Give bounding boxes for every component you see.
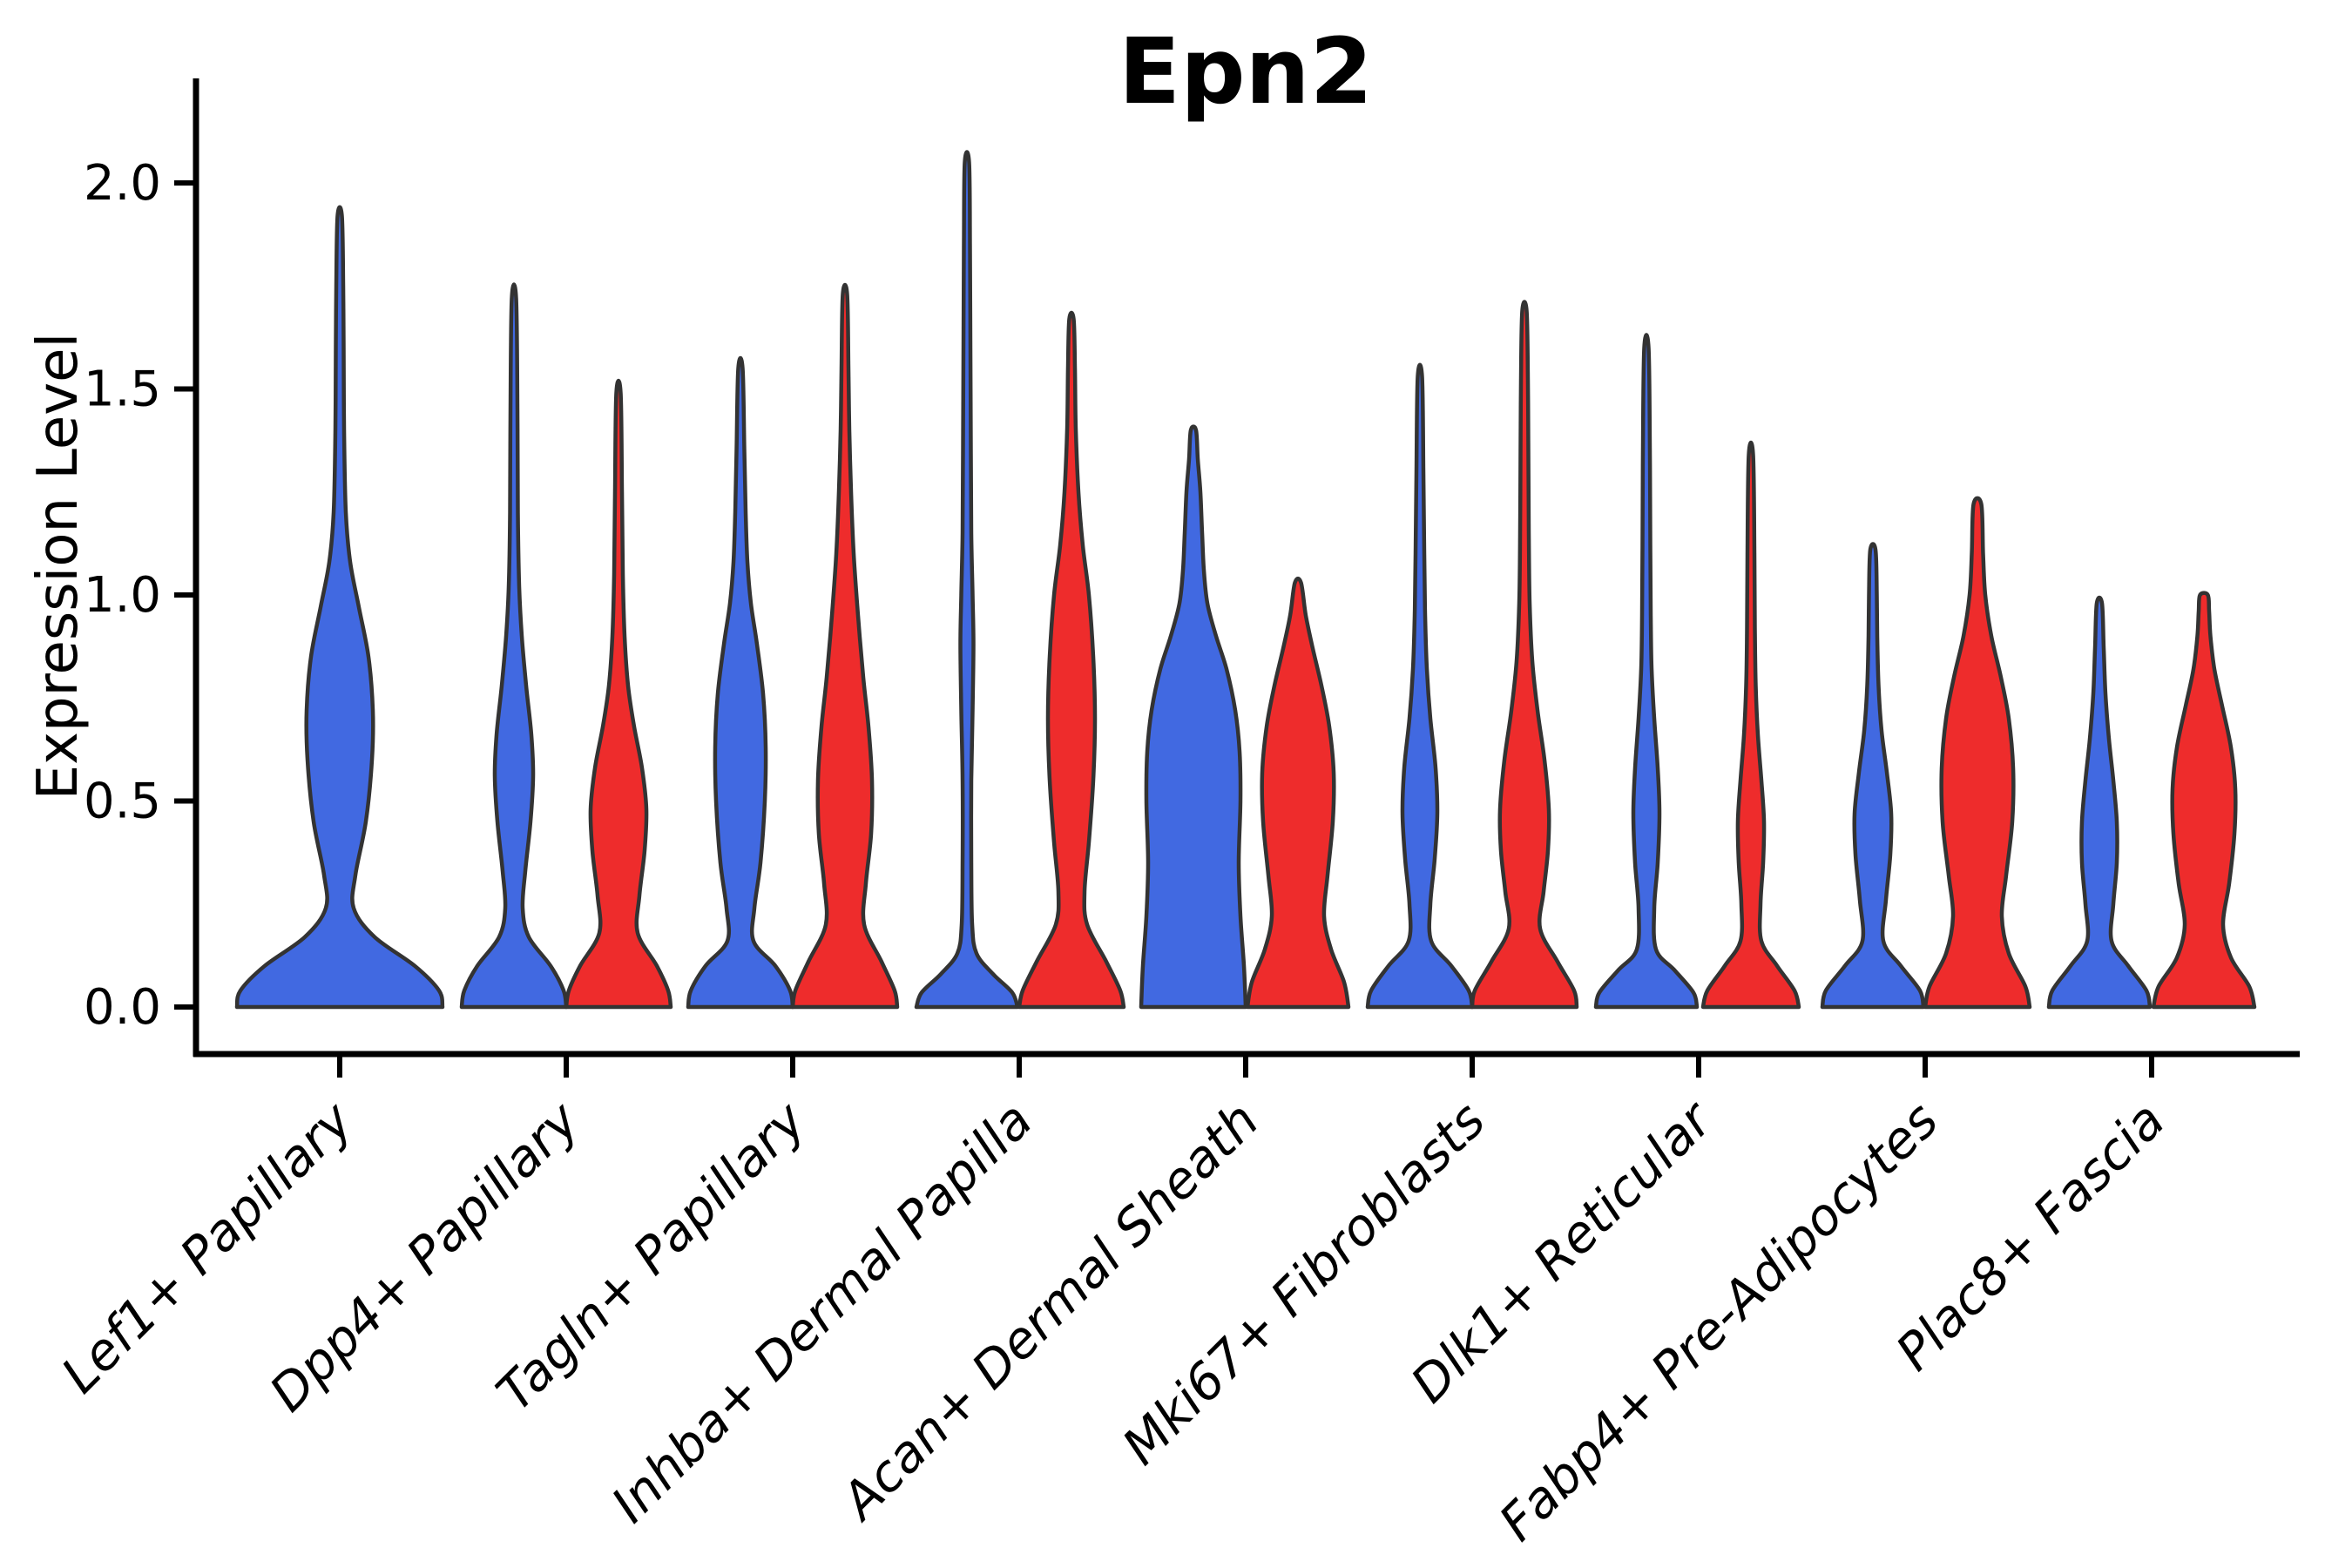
violin-inhba-dermal-papilla-blue — [914, 150, 1020, 1010]
violin-mki67-fibroblasts-red — [1470, 300, 1579, 1010]
x-tick-label: Acan+ Dermal Sheath — [828, 1091, 1270, 1533]
violin-fabp4-pre-adipocytes-blue — [1820, 542, 1926, 1010]
violin-dpp4-papillary-red — [564, 378, 673, 1010]
x-tick-label: Mki67+ Fibroblasts — [1111, 1091, 1497, 1477]
violin-dlk1-reticular-red — [1700, 440, 1801, 1010]
violin-mki67-fibroblasts-blue — [1365, 362, 1475, 1010]
violin-inhba-dermal-papilla-red — [1017, 310, 1126, 1010]
violin-tagln-papillary-red — [790, 282, 900, 1010]
violins-layer — [234, 150, 2257, 1010]
y-tick-label: 1.5 — [84, 362, 161, 418]
violin-acan-dermal-sheath-blue — [1139, 424, 1248, 1010]
violin-dlk1-reticular-blue — [1593, 333, 1700, 1010]
violin-tagln-papillary-blue — [686, 355, 795, 1010]
x-tick-label: Inhba+ Dermal Papilla — [600, 1091, 1044, 1534]
y-tick-label: 1.0 — [84, 567, 161, 624]
y-tick-label: 2.0 — [84, 155, 161, 212]
y-axis-label: Expression Level — [26, 333, 91, 801]
violin-plac8-fascia-blue — [2046, 595, 2153, 1010]
y-tick-label: 0.5 — [84, 774, 161, 830]
x-tick-label: Fabp4+ Pre-Adipocytes — [1488, 1091, 1950, 1552]
violin-lef1-papillary-blue — [234, 205, 445, 1010]
violin-fabp4-pre-adipocytes-red — [1923, 496, 2032, 1010]
violin-acan-dermal-sheath-red — [1245, 576, 1351, 1010]
violin-dpp4-papillary-blue — [459, 282, 569, 1010]
violin-plac8-fascia-red — [2151, 591, 2257, 1010]
chart-title: Epn2 — [1119, 18, 1373, 125]
y-tick-label: 0.0 — [84, 979, 161, 1036]
